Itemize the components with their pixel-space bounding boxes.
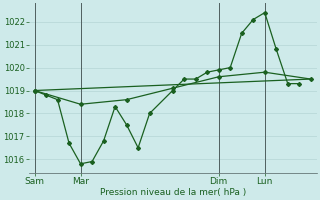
X-axis label: Pression niveau de la mer( hPa ): Pression niveau de la mer( hPa ) (100, 188, 246, 197)
